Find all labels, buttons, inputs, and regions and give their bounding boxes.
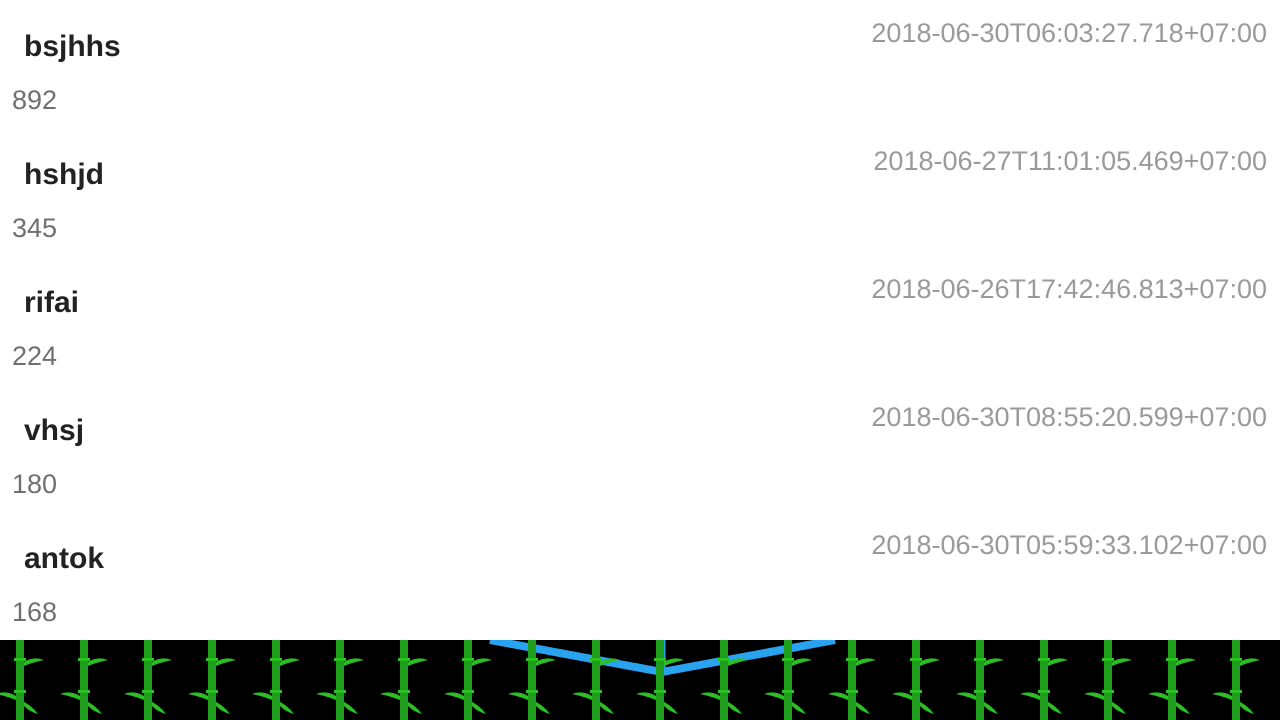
bamboo-stalk bbox=[572, 640, 620, 720]
player-name: vhsj bbox=[24, 414, 85, 447]
score-timestamp: 2018-06-30T05:59:33.102+07:00 bbox=[871, 530, 1267, 560]
bamboo-stalk bbox=[892, 640, 940, 720]
player-score: 345 bbox=[12, 213, 58, 243]
leaderboard-row[interactable]: bsjhhs 892 2018-06-30T06:03:27.718+07:00 bbox=[0, 0, 1280, 128]
bamboo-stalk bbox=[316, 640, 364, 720]
bamboo-stalk bbox=[252, 640, 300, 720]
leaderboard-row[interactable]: antok 168 2018-06-30T05:59:33.102+07:00 bbox=[0, 512, 1280, 640]
player-score: 168 bbox=[12, 597, 58, 627]
player-score: 892 bbox=[12, 85, 58, 115]
bamboo-stalk bbox=[60, 640, 108, 720]
bamboo-stalk bbox=[1020, 640, 1068, 720]
bamboo-stalk bbox=[124, 640, 172, 720]
bamboo-stalk bbox=[188, 640, 236, 720]
score-timestamp: 2018-06-30T06:03:27.718+07:00 bbox=[871, 18, 1267, 48]
leaderboard-row[interactable]: rifai 224 2018-06-26T17:42:46.813+07:00 bbox=[0, 256, 1280, 384]
bamboo-stalk bbox=[1084, 640, 1132, 720]
player-name: rifai bbox=[24, 286, 80, 319]
bamboo-stalk bbox=[380, 640, 428, 720]
player-score: 180 bbox=[12, 469, 58, 499]
bamboo-stalk bbox=[444, 640, 492, 720]
bamboo-stalk bbox=[1148, 640, 1196, 720]
score-timestamp: 2018-06-30T08:55:20.599+07:00 bbox=[871, 402, 1267, 432]
player-name: bsjhhs bbox=[24, 30, 121, 63]
leaderboard-list[interactable]: bsjhhs 892 2018-06-30T06:03:27.718+07:00… bbox=[0, 0, 1280, 640]
score-timestamp: 2018-06-26T17:42:46.813+07:00 bbox=[871, 274, 1267, 304]
bamboo-stalk bbox=[956, 640, 1004, 720]
bamboo-stalk bbox=[764, 640, 812, 720]
bamboo-stalk bbox=[636, 640, 684, 720]
bamboo-stalk bbox=[1212, 640, 1260, 720]
player-name: hshjd bbox=[24, 158, 104, 191]
bamboo-stalk bbox=[700, 640, 748, 720]
score-timestamp: 2018-06-27T11:01:05.469+07:00 bbox=[873, 146, 1267, 176]
bamboo-pattern bbox=[0, 640, 1260, 720]
bamboo-stalk bbox=[0, 640, 44, 720]
leaderboard-row[interactable]: vhsj 180 2018-06-30T08:55:20.599+07:00 bbox=[0, 384, 1280, 512]
bamboo-stalk bbox=[828, 640, 876, 720]
bamboo-stalk bbox=[508, 640, 556, 720]
player-name: antok bbox=[24, 542, 105, 575]
leaderboard-row[interactable]: hshjd 345 2018-06-27T11:01:05.469+07:00 bbox=[0, 128, 1280, 256]
player-score: 224 bbox=[12, 341, 58, 371]
bamboo-background bbox=[0, 640, 1280, 720]
